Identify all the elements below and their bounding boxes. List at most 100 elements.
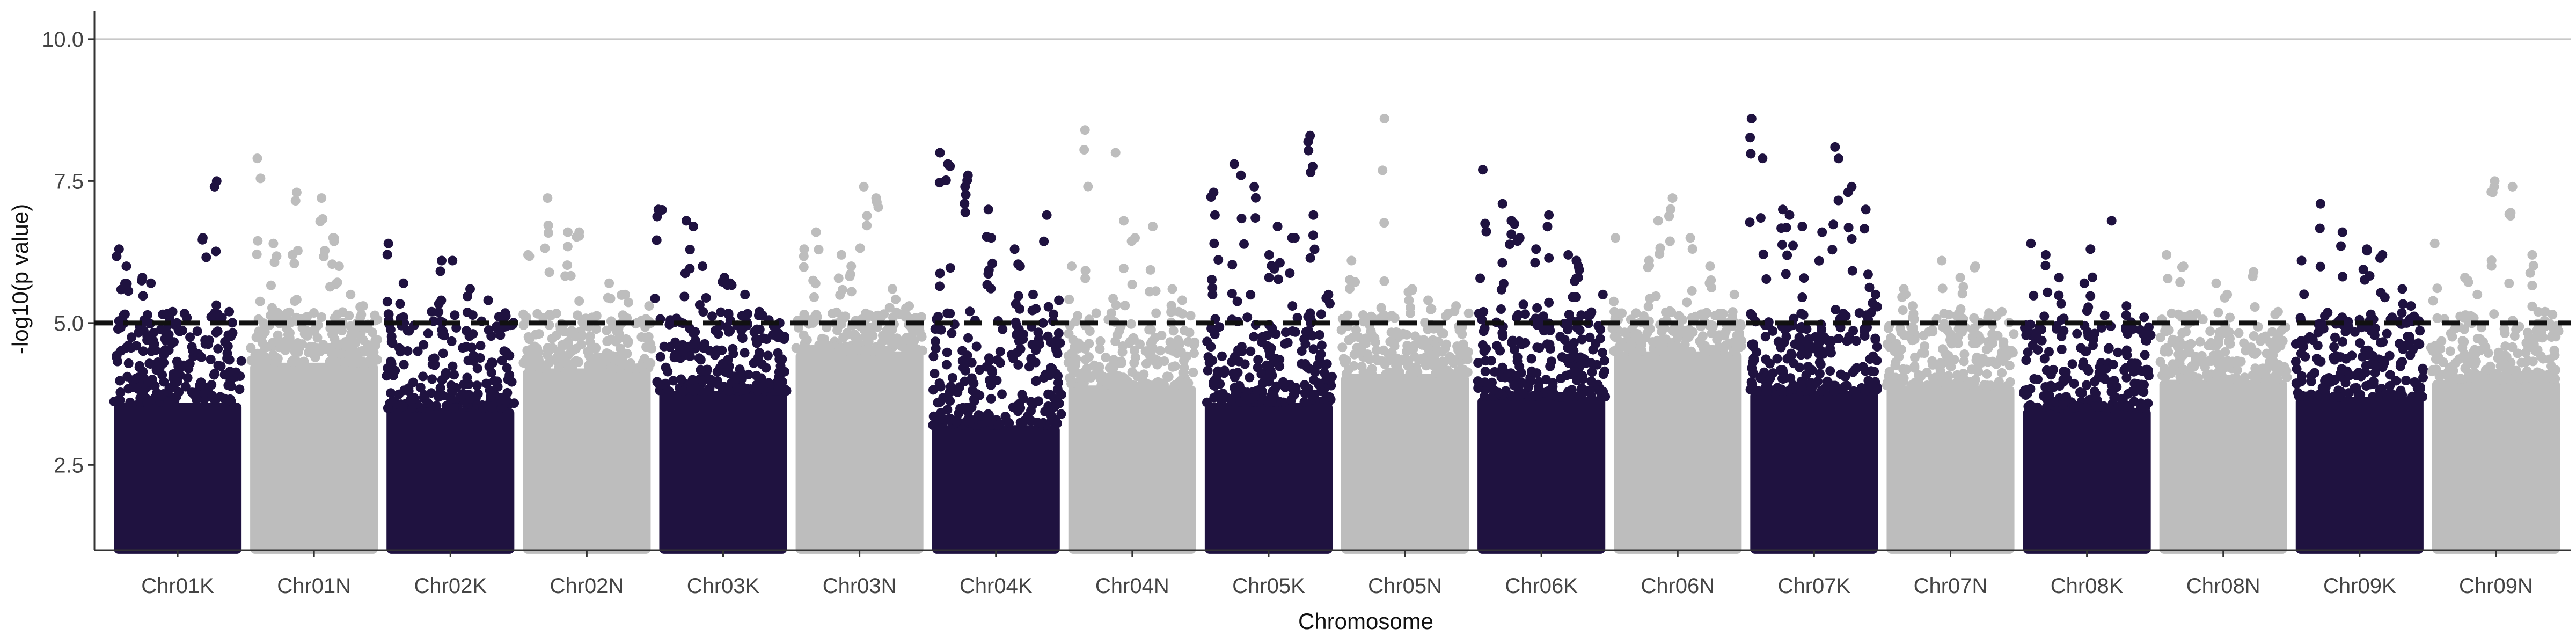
data-point [2406,301,2416,311]
data-point [2365,379,2375,390]
data-point [1782,354,1792,364]
data-point [180,382,191,392]
data-point [367,327,377,338]
data-point [751,370,762,380]
data-point [2330,332,2340,342]
data-point [644,301,654,311]
data-point [285,328,295,338]
data-point [618,352,628,362]
data-point [561,358,571,368]
data-point [1909,363,1920,373]
data-point [1363,349,1373,360]
data-point [1861,204,1871,215]
data-point [462,372,472,383]
data-point [1152,377,1162,387]
data-point [157,391,167,401]
data-point [551,330,561,340]
data-point [2270,309,2280,319]
data-point [1654,339,1664,349]
data-point [952,416,962,427]
data-point [1509,380,1519,390]
data-point [465,284,475,294]
data-point [286,317,296,327]
data-point [2459,324,2469,334]
y-tick-label: 10.0 [42,28,84,52]
data-point [142,331,152,341]
data-point [2436,336,2447,346]
data-point [572,232,582,242]
data-point [987,258,998,268]
data-point [2375,253,2385,263]
data-point [2306,377,2316,387]
data-point [997,389,1007,399]
data-point [2344,388,2354,398]
data-point [467,310,478,320]
data-point [1480,218,1490,229]
data-point [1152,360,1162,370]
data-point [1123,377,1133,386]
data-point [355,302,365,312]
data-point [2058,375,2068,385]
data-point [2471,356,2481,367]
data-point [1230,352,1240,362]
data-point [289,258,299,268]
data-point [2054,290,2064,301]
data-point [602,325,612,335]
data-point [1474,309,1484,319]
x-tick-label-chr05n: Chr05N [1368,574,1442,598]
data-point [1313,378,1323,389]
data-point [2121,310,2131,320]
x-tick-label-chr08n: Chr08N [2186,574,2260,598]
data-point [1657,326,1667,336]
data-point [1264,250,1274,260]
points-bulk [1886,385,2015,554]
data-point [1227,289,1237,299]
data-point [1176,347,1186,357]
data-point [1411,367,1422,377]
data-point [986,393,996,404]
data-point [305,341,315,352]
data-point [2029,290,2039,301]
data-point [2123,389,2133,399]
data-point [818,342,828,353]
data-point [1609,296,1619,306]
data-point [2457,342,2468,353]
data-point [834,343,844,354]
data-point [497,355,507,365]
data-point [986,380,996,390]
data-point [2521,338,2531,348]
data-point [2397,390,2407,400]
data-point [2296,255,2307,266]
data-point [1758,153,1768,164]
data-point [1163,372,1174,382]
data-point [1013,360,1023,370]
data-point [1701,308,1710,318]
data-point [544,267,554,277]
data-point [1052,349,1063,358]
data-point [1514,336,1525,346]
data-point [2178,350,2189,360]
chromosome-group-chr03n [791,181,928,554]
data-point [2081,402,2090,413]
data-point [1570,367,1580,377]
data-point [1462,354,1473,364]
data-point [1287,383,1297,393]
data-point [1665,236,1675,246]
data-point [2088,340,2098,350]
data-point [1321,293,1331,303]
data-point [2083,331,2094,341]
data-point [1396,354,1407,364]
data-point [993,420,1004,430]
data-point [685,324,695,333]
data-point [1687,286,1697,296]
data-point [1264,273,1274,283]
data-point [1611,233,1621,243]
data-point [160,327,171,337]
data-point [2398,344,2408,354]
data-point [884,303,895,313]
data-point [1829,386,1839,396]
data-point [1271,329,1281,339]
data-point [2370,368,2380,378]
data-point [173,325,184,335]
data-point [1945,335,1955,345]
